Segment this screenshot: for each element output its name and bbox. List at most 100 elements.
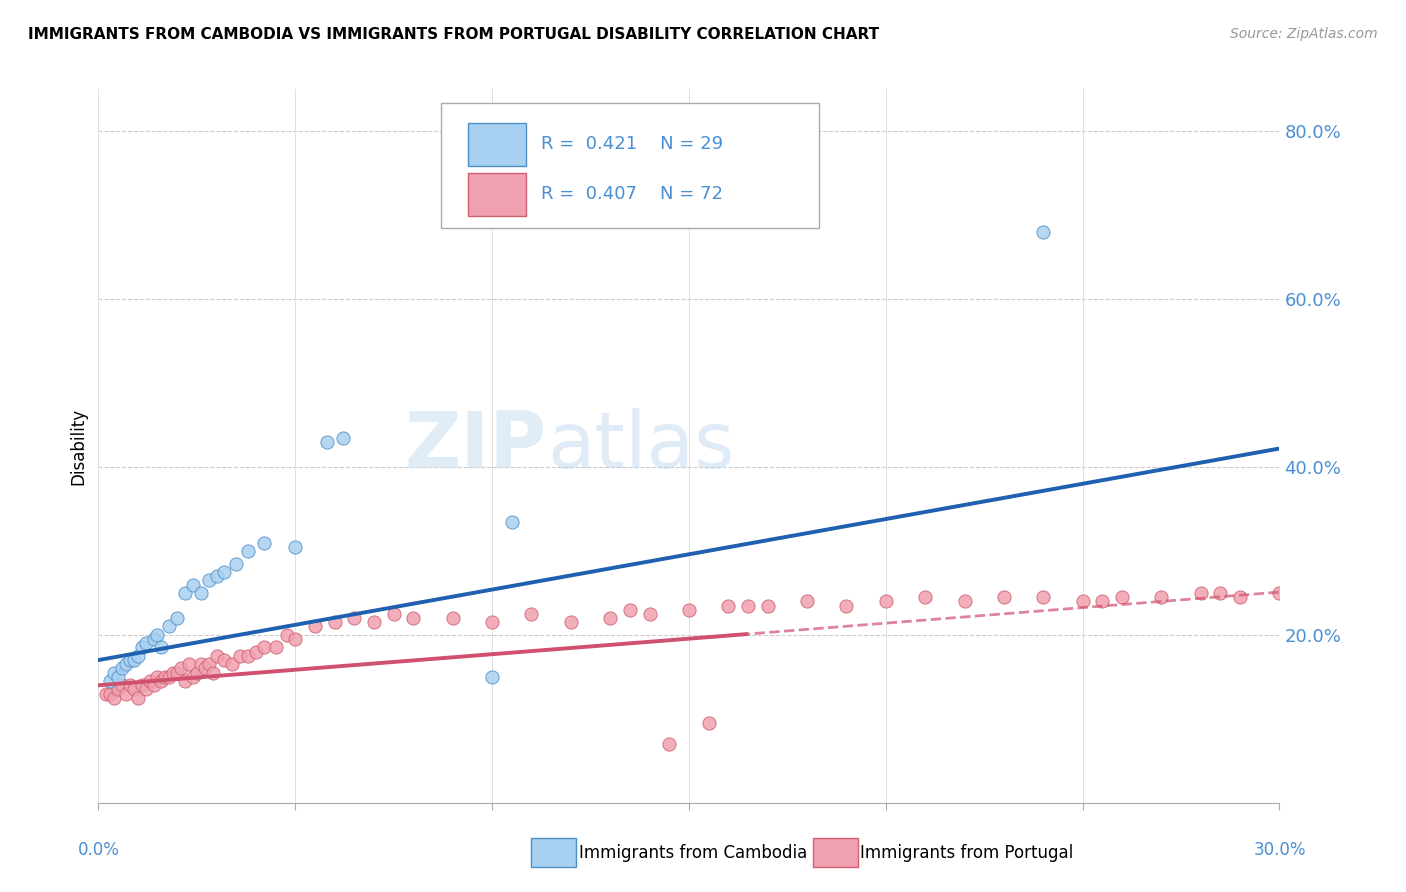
Text: R =  0.421    N = 29: R = 0.421 N = 29 xyxy=(541,136,724,153)
Point xyxy=(135,636,157,650)
Point xyxy=(678,603,700,617)
Point xyxy=(197,657,219,672)
Point xyxy=(166,611,188,625)
Point xyxy=(122,682,145,697)
Point xyxy=(253,640,276,655)
Point xyxy=(481,670,503,684)
Point xyxy=(174,674,197,689)
Point xyxy=(177,657,200,672)
FancyBboxPatch shape xyxy=(468,173,526,216)
Point xyxy=(1189,586,1212,600)
Text: atlas: atlas xyxy=(547,408,735,484)
Point xyxy=(1150,590,1173,604)
Point xyxy=(162,665,184,680)
Point xyxy=(236,544,259,558)
Point xyxy=(150,674,173,689)
Point xyxy=(146,628,169,642)
Point xyxy=(115,687,138,701)
Text: Immigrants from Cambodia: Immigrants from Cambodia xyxy=(579,844,807,862)
Point xyxy=(122,653,145,667)
Point xyxy=(1111,590,1133,604)
Point xyxy=(697,716,720,731)
Point xyxy=(441,611,464,625)
Point xyxy=(170,661,193,675)
Y-axis label: Disability: Disability xyxy=(69,408,87,484)
Point xyxy=(103,665,125,680)
Point xyxy=(1268,586,1291,600)
Point xyxy=(157,619,180,633)
Point xyxy=(150,640,173,655)
Point xyxy=(402,611,425,625)
Point xyxy=(205,648,228,663)
Point xyxy=(146,670,169,684)
Point xyxy=(264,640,287,655)
Point xyxy=(103,690,125,705)
Point xyxy=(481,615,503,630)
Point xyxy=(157,670,180,684)
Point xyxy=(520,607,543,621)
Point xyxy=(304,619,326,633)
Point xyxy=(96,687,118,701)
Point xyxy=(98,687,121,701)
Point xyxy=(236,648,259,663)
Point xyxy=(284,540,307,554)
Point xyxy=(875,594,897,608)
Point xyxy=(174,586,197,600)
Point xyxy=(190,586,212,600)
Point xyxy=(501,515,523,529)
Point xyxy=(315,434,337,449)
Point xyxy=(127,690,149,705)
Point xyxy=(221,657,243,672)
Point xyxy=(186,665,208,680)
Point xyxy=(914,590,936,604)
Point xyxy=(1091,594,1114,608)
Point xyxy=(756,599,779,613)
Point xyxy=(166,665,188,680)
Point xyxy=(737,599,759,613)
Point xyxy=(118,653,141,667)
Point xyxy=(953,594,976,608)
Point xyxy=(107,670,129,684)
Point xyxy=(131,640,153,655)
Point xyxy=(194,661,217,675)
Point xyxy=(253,535,276,549)
Point xyxy=(638,607,661,621)
Point xyxy=(717,599,740,613)
Point xyxy=(115,657,138,672)
Point xyxy=(214,653,236,667)
Point xyxy=(135,682,157,697)
Point xyxy=(343,611,366,625)
Point xyxy=(142,632,165,646)
Text: R =  0.407    N = 72: R = 0.407 N = 72 xyxy=(541,186,723,203)
Point xyxy=(138,674,160,689)
Point xyxy=(658,737,681,751)
Point xyxy=(332,431,354,445)
Text: 30.0%: 30.0% xyxy=(1253,840,1306,859)
Point xyxy=(197,574,219,588)
Point xyxy=(993,590,1015,604)
Point xyxy=(131,678,153,692)
Point xyxy=(205,569,228,583)
Point xyxy=(225,557,247,571)
Point xyxy=(181,577,204,591)
Text: Source: ZipAtlas.com: Source: ZipAtlas.com xyxy=(1230,27,1378,41)
Point xyxy=(560,615,582,630)
Point xyxy=(98,674,121,689)
FancyBboxPatch shape xyxy=(468,123,526,166)
Point xyxy=(619,603,641,617)
Point xyxy=(111,678,134,692)
Point xyxy=(382,607,405,621)
Point xyxy=(155,670,177,684)
Text: ZIP: ZIP xyxy=(405,408,547,484)
Point xyxy=(214,565,236,579)
Text: Immigrants from Portugal: Immigrants from Portugal xyxy=(860,844,1074,862)
Text: 0.0%: 0.0% xyxy=(77,840,120,859)
FancyBboxPatch shape xyxy=(441,103,818,228)
Point xyxy=(1209,586,1232,600)
Point xyxy=(245,645,267,659)
Point xyxy=(190,657,212,672)
Point xyxy=(1032,590,1054,604)
Point xyxy=(1032,225,1054,239)
Point xyxy=(796,594,818,608)
Point xyxy=(599,611,621,625)
